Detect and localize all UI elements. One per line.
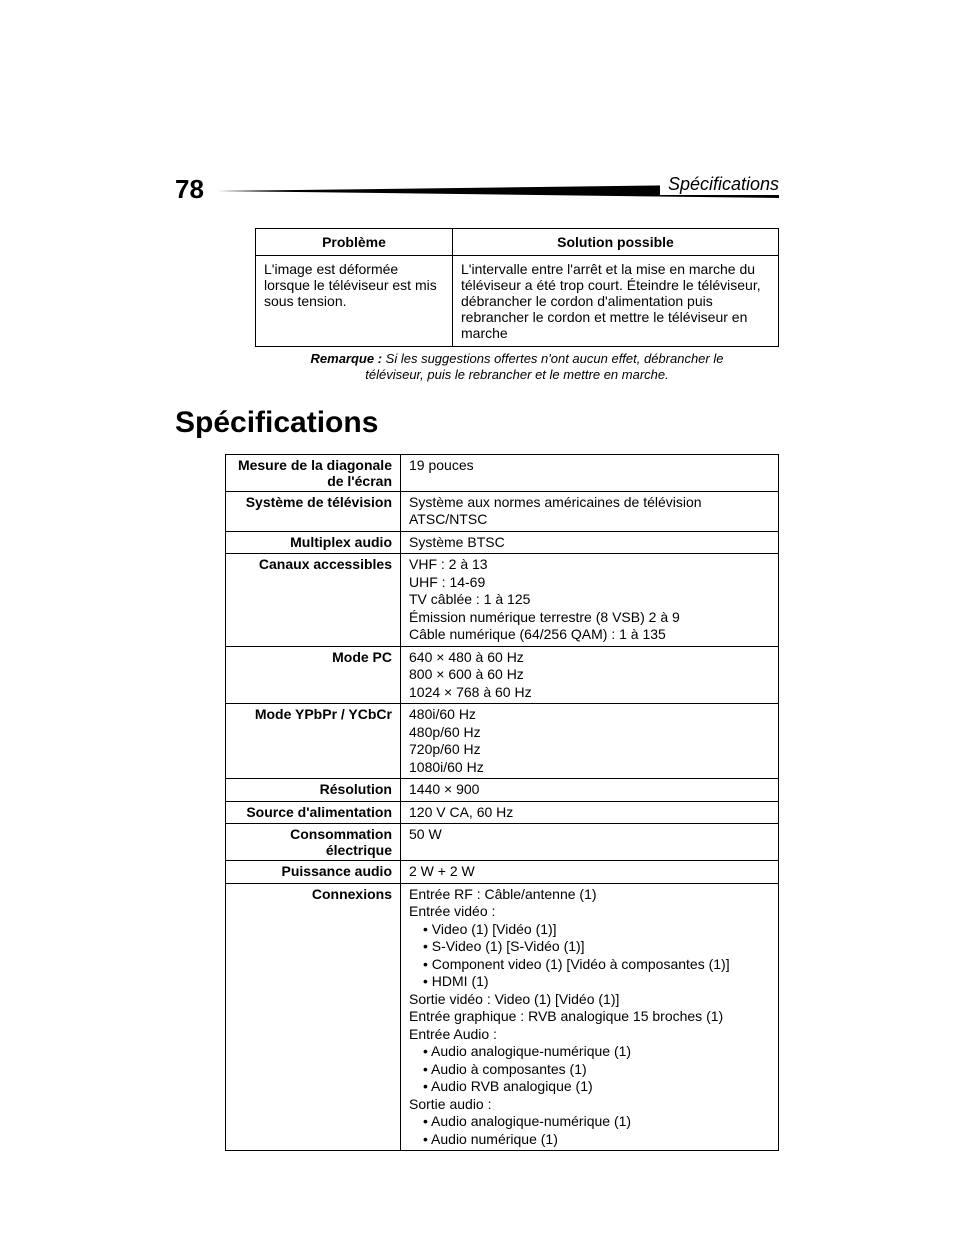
line: 1024 × 768 à 60 Hz <box>409 684 772 702</box>
spec-value-multiplex: Système BTSC <box>401 531 779 554</box>
remark-label: Remarque : <box>311 351 383 366</box>
spec-value-resolution: 1440 × 900 <box>401 779 779 802</box>
page: 78 Spécifications Problème Solution poss… <box>0 0 954 1235</box>
spec-label-resolution: Résolution <box>226 779 401 802</box>
list-item: HDMI (1) <box>423 973 772 991</box>
line: Émission numérique terrestre (8 VSB) 2 à… <box>409 609 772 627</box>
line: 800 × 600 à 60 Hz <box>409 666 772 684</box>
col-header-solution: Solution possible <box>453 229 779 256</box>
remark: Remarque : Si les suggestions offertes n… <box>295 351 739 384</box>
line: VHF : 2 à 13 <box>409 556 772 574</box>
line: 480i/60 Hz <box>409 706 772 724</box>
table-row: L'image est déformée lorsque le télévise… <box>256 256 779 347</box>
list-item: Component video (1) [Vidéo à composantes… <box>423 956 772 974</box>
spec-label-audiopower: Puissance audio <box>226 861 401 884</box>
bullet-list: Video (1) [Vidéo (1)] S-Video (1) [S-Vid… <box>409 921 772 991</box>
line: UHF : 14-69 <box>409 574 772 592</box>
line: Sortie audio : <box>409 1096 772 1114</box>
spec-label-pcmode: Mode PC <box>226 646 401 704</box>
spec-value-consumption: 50 W <box>401 824 779 861</box>
spec-label-consumption: Consommation électrique <box>226 824 401 861</box>
line: Câble numérique (64/256 QAM) : 1 à 135 <box>409 626 772 644</box>
spec-value-tvsys: Système aux normes américaines de télévi… <box>401 491 779 531</box>
spec-value-audiopower: 2 W + 2 W <box>401 861 779 884</box>
line: Entrée RF : Câble/antenne (1) <box>409 886 772 904</box>
spec-value-ypbpr: 480i/60 Hz 480p/60 Hz 720p/60 Hz 1080i/6… <box>401 704 779 779</box>
list-item: Audio analogique-numérique (1) <box>423 1113 772 1131</box>
page-header: 78 Spécifications <box>175 180 779 210</box>
list-item: Audio RVB analogique (1) <box>423 1078 772 1096</box>
spec-label-connections: Connexions <box>226 883 401 1151</box>
list-item: Audio numérique (1) <box>423 1131 772 1149</box>
list-item: Audio à composantes (1) <box>423 1061 772 1079</box>
cell-problem: L'image est déformée lorsque le télévise… <box>256 256 453 347</box>
col-header-problem: Problème <box>256 229 453 256</box>
cell-solution: L'intervalle entre l'arrêt et la mise en… <box>453 256 779 347</box>
line: 720p/60 Hz <box>409 741 772 759</box>
problem-table: Problème Solution possible L'image est d… <box>255 228 779 384</box>
spec-label-multiplex: Multiplex audio <box>226 531 401 554</box>
list-item: S-Video (1) [S-Vidéo (1)] <box>423 938 772 956</box>
spec-value-channels: VHF : 2 à 13 UHF : 14-69 TV câblée : 1 à… <box>401 554 779 647</box>
line: 1080i/60 Hz <box>409 759 772 777</box>
list-item: Video (1) [Vidéo (1)] <box>423 921 772 939</box>
spec-label-channels: Canaux accessibles <box>226 554 401 647</box>
page-number: 78 <box>175 174 204 205</box>
spec-value-connections: Entrée RF : Câble/antenne (1) Entrée vid… <box>401 883 779 1151</box>
spec-label-power: Source d'alimentation <box>226 801 401 824</box>
line: TV câblée : 1 à 125 <box>409 591 772 609</box>
line: Sortie vidéo : Video (1) [Vidéo (1)] <box>409 991 772 1009</box>
spec-table: Mesure de la diagonale de l'écran 19 pou… <box>225 454 779 1152</box>
line: Entrée vidéo : <box>409 903 772 921</box>
line: 640 × 480 à 60 Hz <box>409 649 772 667</box>
spec-label-screen: Mesure de la diagonale de l'écran <box>226 454 401 491</box>
spec-heading: Spécifications <box>175 406 779 440</box>
spec-value-screen: 19 pouces <box>401 454 779 491</box>
list-item: Audio analogique-numérique (1) <box>423 1043 772 1061</box>
spec-value-power: 120 V CA, 60 Hz <box>401 801 779 824</box>
line: Entrée Audio : <box>409 1026 772 1044</box>
line: 480p/60 Hz <box>409 724 772 742</box>
bullet-list: Audio analogique-numérique (1) Audio num… <box>409 1113 772 1148</box>
line: Entrée graphique : RVB analogique 15 bro… <box>409 1008 772 1026</box>
remark-text: Si les suggestions offertes n'ont aucun … <box>365 351 723 382</box>
bullet-list: Audio analogique-numérique (1) Audio à c… <box>409 1043 772 1096</box>
spec-value-pcmode: 640 × 480 à 60 Hz 800 × 600 à 60 Hz 1024… <box>401 646 779 704</box>
section-label: Spécifications <box>660 174 779 195</box>
spec-label-ypbpr: Mode YPbPr / YCbCr <box>226 704 401 779</box>
spec-label-tvsys: Système de télévision <box>226 491 401 531</box>
